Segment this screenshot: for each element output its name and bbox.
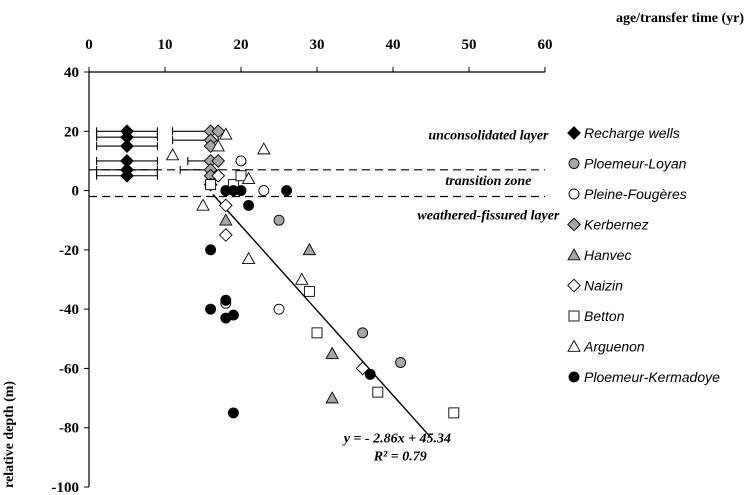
y-tick-label: 40 <box>64 65 79 81</box>
legend: Recharge wells Ploemeur-Loyan Pleine-Fougè… <box>567 125 720 385</box>
point-betton <box>205 179 217 191</box>
data-points <box>120 124 460 419</box>
point-recharge-wells <box>120 139 134 153</box>
point-ploemeur-kermadoye <box>243 199 255 211</box>
point-ploemeur-kermadoye <box>227 407 239 419</box>
legend-marker-naizin <box>567 278 581 293</box>
point-ploemeur-kermadoye <box>227 309 239 321</box>
x-tick-label: 30 <box>310 37 325 53</box>
x-tick-label: 40 <box>386 37 401 53</box>
point-arguenon <box>165 148 180 161</box>
point-hanvec <box>219 213 233 226</box>
point-ploemeur-loyan <box>395 357 407 368</box>
point-hanvec <box>302 242 317 256</box>
x-axis-label: age/transfer time (yr) <box>616 11 744 26</box>
point-betton <box>235 170 247 182</box>
x-tick-label: 50 <box>462 37 477 53</box>
legend-marker-pleine-foug-res <box>568 188 580 200</box>
legend-label-kerbernez: Kerbernez <box>584 217 649 233</box>
legend-marker-recharge-wells <box>567 126 581 140</box>
point-arguenon <box>196 198 210 211</box>
point-naizin <box>218 228 233 242</box>
legend-label-ploemeur-kermadoye: Ploemeur-Kermadoye <box>584 369 720 385</box>
y-tick-label: 0 <box>72 184 80 200</box>
point-ploemeur-kermadoye <box>281 185 293 197</box>
point-arguenon <box>211 139 225 152</box>
legend-marker-ploemeur-kermadoye <box>568 371 580 383</box>
layer-boundaries <box>89 169 545 198</box>
legend-marker-kerbernez <box>567 217 581 232</box>
trend-line: y = - 2.86x + 45.34 R² = 0.79 <box>212 193 451 464</box>
point-arguenon <box>219 127 233 140</box>
legend-marker-arguenon <box>567 339 581 352</box>
point-hanvec <box>325 391 339 404</box>
legend-marker-betton <box>568 310 580 322</box>
layer-labels: unconsolidated layer transition zone weath… <box>417 128 559 223</box>
point-betton <box>372 386 384 398</box>
x-tick-label: 20 <box>234 37 249 53</box>
point-betton <box>303 285 315 297</box>
legend-label-naizin: Naizin <box>584 278 623 294</box>
legend-label-pleine-foug-res: Pleine-Fougères <box>584 186 687 202</box>
point-ploemeur-kermadoye <box>220 294 232 306</box>
point-betton <box>311 327 323 339</box>
legend-label-hanvec: Hanvec <box>584 247 631 263</box>
point-kerbernez <box>211 154 226 168</box>
point-betton <box>448 407 460 419</box>
trend-line <box>212 193 432 439</box>
point-ploemeur-kermadoye <box>205 303 217 315</box>
point-pleine-foug-res <box>235 155 247 167</box>
point-arguenon <box>241 171 256 184</box>
point-ploemeur-kermadoye <box>364 368 376 380</box>
point-arguenon <box>241 251 256 264</box>
point-pleine-foug-res <box>273 303 285 315</box>
point-ploemeur-loyan <box>357 327 369 339</box>
legend-label-arguenon: Arguenon <box>583 339 645 355</box>
point-ploemeur-loyan <box>273 214 285 226</box>
point-naizin <box>211 168 226 183</box>
y-axis-label: relative depth (m) <box>2 381 17 488</box>
y-tick-label: -20 <box>59 243 79 259</box>
legend-label-betton: Betton <box>584 308 625 324</box>
legend-label-ploemeur-loyan: Ploemeur-Loyan <box>584 156 687 172</box>
legend-label-recharge-wells: Recharge wells <box>584 125 680 141</box>
layer-label: weathered-fissured layer <box>417 208 559 223</box>
point-pleine-foug-res <box>258 185 270 197</box>
point-ploemeur-kermadoye <box>205 244 217 256</box>
point-ploemeur-kermadoye <box>235 185 247 197</box>
error-bars <box>96 127 219 180</box>
point-arguenon <box>295 272 309 285</box>
legend-marker-ploemeur-loyan <box>568 158 580 169</box>
point-arguenon <box>257 142 271 155</box>
trend-equation: y = - 2.86x + 45.34 <box>342 432 451 447</box>
point-naizin <box>218 198 233 213</box>
trend-r2: R² = 0.79 <box>373 449 427 464</box>
y-tick-label: 20 <box>64 124 79 140</box>
x-axis: 0 10 20 30 40 50 60 <box>85 37 553 72</box>
point-kerbernez <box>211 124 226 139</box>
layer-label: transition zone <box>445 174 531 189</box>
legend-marker-hanvec <box>567 248 581 261</box>
point-recharge-wells <box>120 168 134 183</box>
x-tick-label: 10 <box>158 37 173 53</box>
y-tick-label: -40 <box>59 302 79 318</box>
x-tick-label: 0 <box>85 37 93 53</box>
y-tick-label: -80 <box>59 421 79 437</box>
point-hanvec <box>325 346 339 359</box>
y-tick-label: -100 <box>52 480 80 495</box>
x-tick-label: 60 <box>538 37 553 53</box>
y-tick-label: -60 <box>59 361 79 377</box>
layer-label: unconsolidated layer <box>428 128 549 143</box>
y-axis: 40 20 0 -20 -40 -60 -80 -100 <box>52 65 89 495</box>
